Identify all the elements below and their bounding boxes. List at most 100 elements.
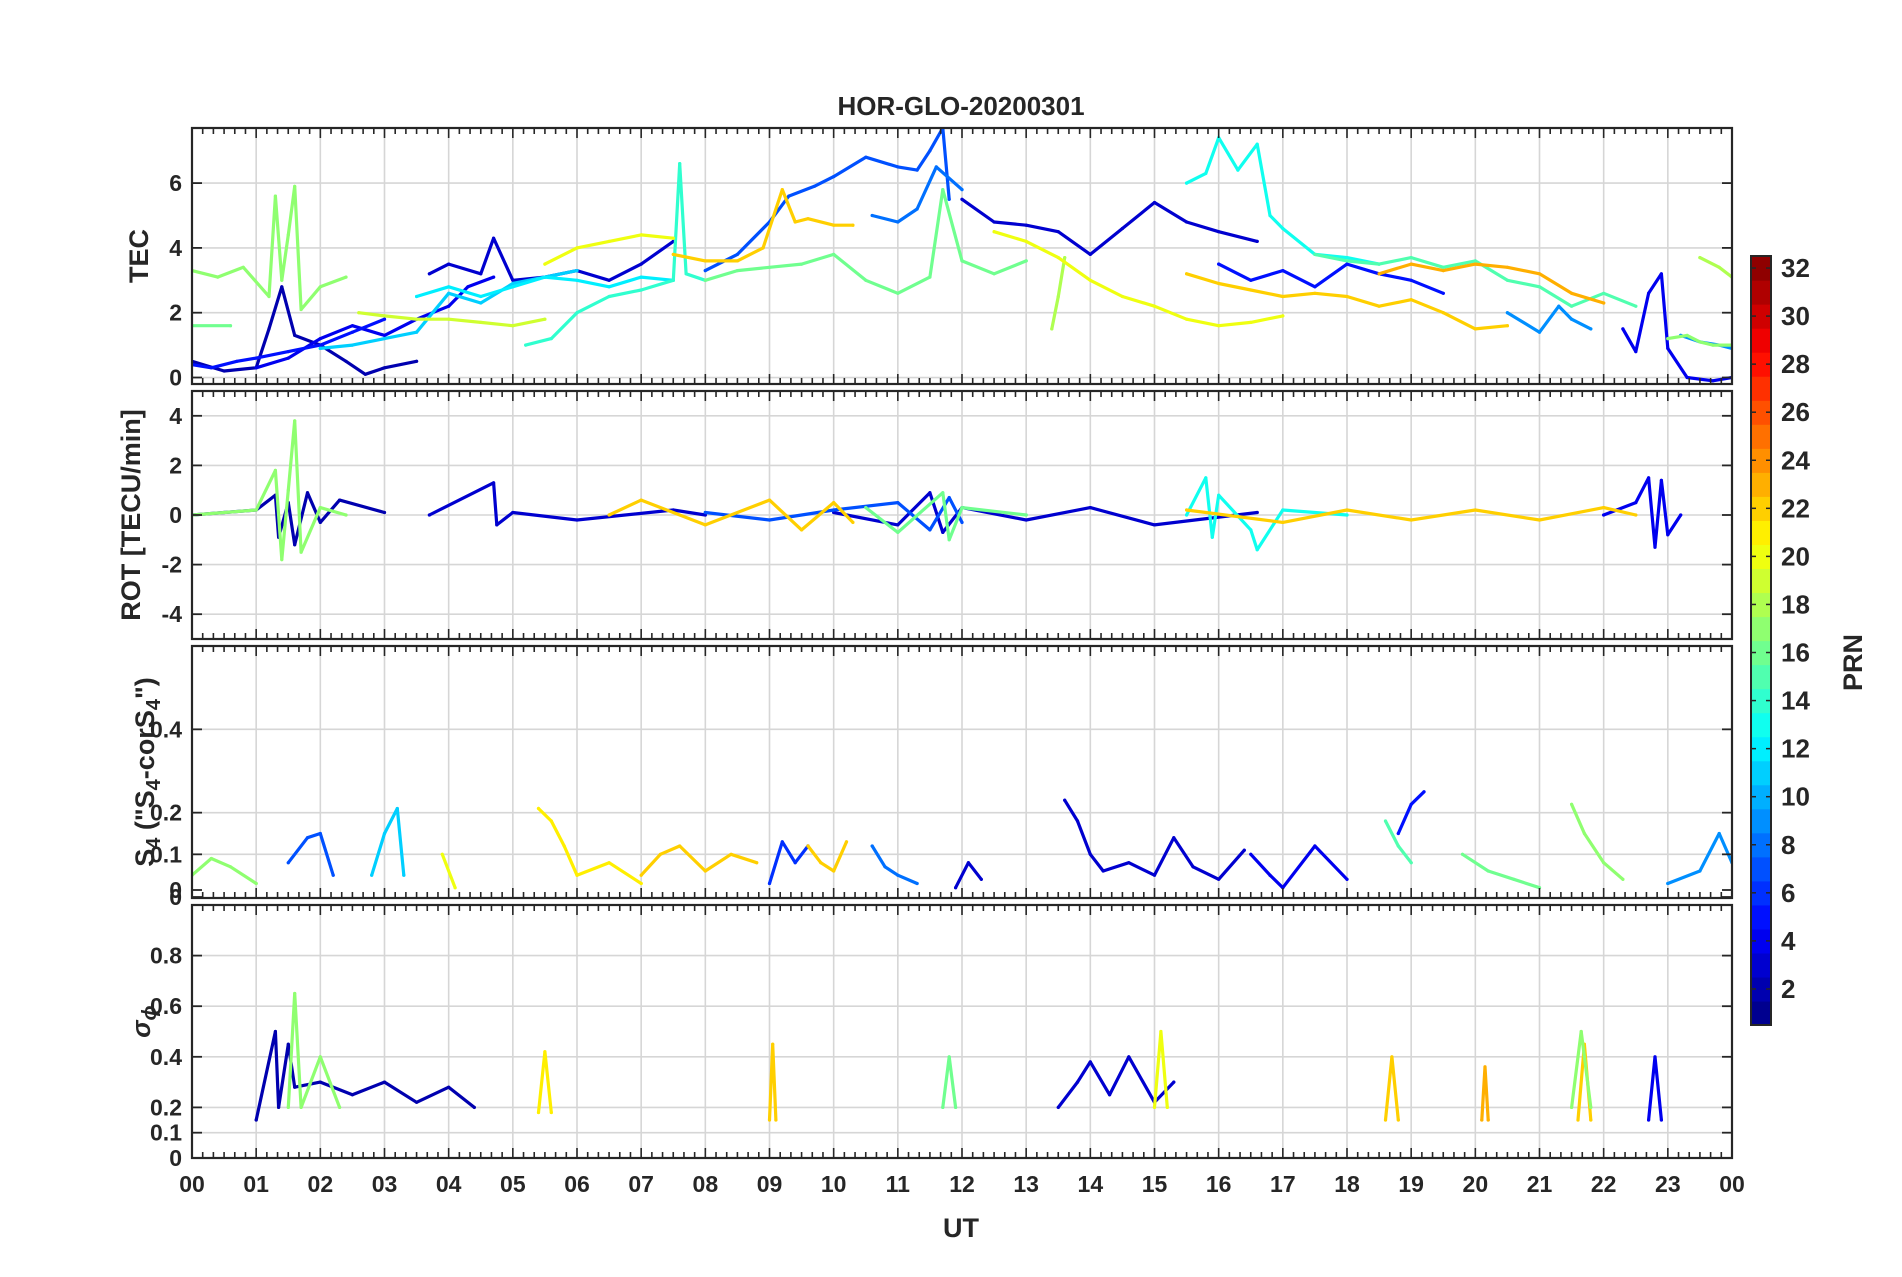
data-point [1377,262,1381,266]
colorbar-tick-label: 26 [1781,397,1810,427]
data-point [832,501,836,505]
data-point [447,1085,451,1089]
colorbar-segment [1751,520,1771,545]
data-point [767,498,772,502]
data-point [1409,278,1413,282]
data-point [966,861,971,865]
data-point [1127,1055,1131,1059]
data-point [1152,1105,1157,1109]
colorbar-segment [1751,664,1771,690]
y-tick-label: 0.2 [150,800,182,826]
colorbar-segment [1751,736,1771,762]
y-tick-label: 6 [169,170,182,196]
data-point [761,246,765,250]
data-point [1441,291,1445,295]
data-point [1647,291,1651,295]
colorbar-segment [1751,376,1771,401]
x-tick-label: 21 [1527,1171,1553,1197]
data-point [896,291,900,295]
data-point [1185,513,1189,517]
data-point [639,881,643,886]
data-point [318,506,322,510]
colorbar-tick-label: 12 [1781,734,1810,764]
data-point [1249,320,1253,324]
data-point [1717,831,1721,836]
y-tick-label: 0 [169,1145,182,1171]
data-point [678,844,682,848]
data-point [1204,171,1208,175]
colorbar-tick-label: 20 [1781,541,1810,571]
data-point [1255,239,1259,243]
colorbar-segment [1751,640,1771,666]
data-point [607,239,611,243]
y-tick-label: 0.1 [150,1120,182,1146]
data-point [267,294,271,299]
y-tick-label: 4 [169,403,182,429]
data-point [1570,291,1574,295]
series-line-prn-7 [286,831,335,877]
colorbar-segment [1751,976,1771,1002]
data-point [639,288,643,292]
data-point [1075,819,1080,823]
data-point [1101,869,1105,873]
data-point [1602,291,1606,295]
y-tick-label: 0.2 [150,1094,182,1120]
data-point [293,419,297,423]
data-point [771,1042,775,1046]
data-point [1698,256,1702,260]
x-tick-label: 04 [436,1171,462,1197]
y-tick-label: -2 [162,552,182,578]
data-point [1634,350,1638,354]
data-point [851,223,855,227]
data-point [1579,1029,1583,1034]
series-line-prn-11 [370,806,406,877]
data-point [511,285,515,289]
data-point [415,294,419,299]
data-point [844,840,849,844]
colorbar-segment [1751,568,1771,594]
y-tick-label: -4 [162,601,183,627]
colorbar-tick-label: 28 [1781,349,1810,379]
data-point [703,869,707,873]
data-point [543,317,547,321]
data-point [254,508,258,512]
data-point [1185,220,1189,224]
x-tick-label: 02 [308,1171,334,1197]
data-point [832,508,836,512]
data-point [1345,513,1349,517]
data-point [1236,168,1240,172]
x-tick-label: 20 [1463,1171,1489,1197]
data-point [947,538,951,542]
data-point [1711,379,1715,383]
data-point [277,1105,281,1109]
s4-panel: 00 0.1 0.2 0.4S4 ("S4-corS4")S4 ("S4-corS4"… [130,644,1734,910]
data-point [1698,340,1702,344]
data-point [883,865,887,869]
data-point [934,165,938,169]
series-line-prn-17 [1570,802,1625,881]
data-point [735,252,740,256]
colorbar-tick-label: 22 [1781,493,1810,523]
data-point [447,291,451,295]
colorbar-tick-label: 16 [1781,638,1810,668]
data-point [774,1118,778,1122]
data-point [703,523,707,527]
data-point [511,324,515,328]
data-point [350,330,354,334]
data-point [562,844,566,848]
data-point [960,520,964,525]
series-line-prn-7 [703,128,951,273]
data-point [286,861,290,865]
data-point [1152,873,1157,877]
data-point [607,285,611,289]
data-point [671,278,675,282]
data-point [678,162,682,166]
data-point [1210,535,1214,539]
data-point [780,840,784,844]
data-point [1152,304,1157,308]
data-point [235,359,239,363]
colorbar-segment [1751,880,1771,906]
data-point [1570,802,1574,806]
data-point [1653,1055,1657,1059]
